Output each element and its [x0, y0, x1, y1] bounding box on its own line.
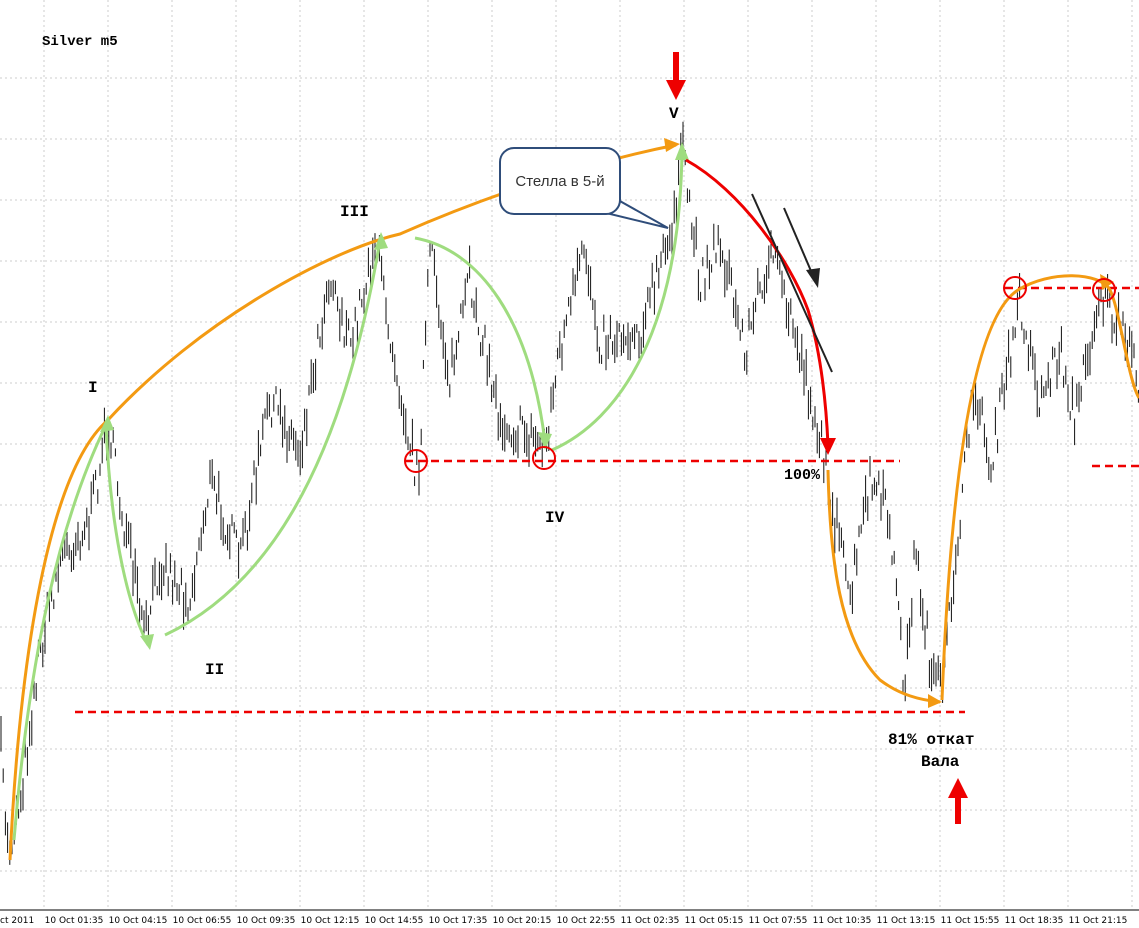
circles: [404, 276, 1116, 473]
x-tick-label: 11 Oct 15:55: [941, 916, 1000, 926]
circle: [404, 449, 428, 473]
arrowhead: [675, 142, 689, 160]
green-heads: [100, 142, 689, 650]
retrace-label: 81% откат: [888, 731, 974, 749]
x-tick-label: 10 Oct 01:35: [45, 916, 104, 926]
title: Silver m5: [42, 34, 118, 50]
callout-text: Стелла в 5-й: [515, 173, 604, 190]
x-tick-label: 11 Oct 05:15: [685, 916, 744, 926]
x-tick-label: 10 Oct 14:55: [365, 916, 424, 926]
green-arrows: [12, 149, 684, 841]
circle: [1003, 276, 1027, 300]
x-tick-label: 10 Oct 22:55: [557, 916, 616, 926]
arrowhead: [928, 694, 942, 708]
x-tick-label: 10 Oct 12:15: [301, 916, 360, 926]
arrowhead: [1100, 274, 1114, 290]
price-bars: [0, 121, 1139, 865]
red-arrows: [666, 52, 968, 824]
x-tick-label: 11 Oct 07:55: [749, 916, 808, 926]
wave-label: II: [205, 661, 224, 679]
wave-label: IV: [545, 509, 565, 527]
arrowhead: [806, 268, 820, 288]
arrow: [12, 424, 108, 841]
x-tick-label: 10 Oct 09:35: [237, 916, 296, 926]
arrow: [104, 424, 150, 646]
arrowhead: [820, 438, 836, 455]
x-tick-label: 11 Oct 02:35: [621, 916, 680, 926]
arrowhead: [374, 232, 388, 250]
callout-box: [499, 147, 621, 215]
decline-curve: [685, 158, 830, 446]
arrowhead: [948, 778, 968, 798]
wave-label: III: [340, 203, 369, 221]
curve: [826, 469, 941, 704]
level-label: 100%: [784, 467, 821, 484]
x-tick-label: 11 Oct 10:35: [813, 916, 872, 926]
arrowhead: [664, 138, 680, 152]
arrow-shaft: [955, 796, 961, 824]
arrow-shaft: [673, 52, 679, 82]
x-tick-label: 10 Oct 20:15: [493, 916, 552, 926]
x-tick-label: 10 Oct 06:55: [173, 916, 232, 926]
arrowheads: [664, 138, 1114, 708]
arrowhead: [666, 80, 686, 100]
orange-curves: [8, 143, 1139, 861]
x-axis-labels: ct 2011 10 Oct 01:35 10 Oct 04:15 10 Oct 06…: [0, 916, 1128, 926]
levels: [75, 286, 1139, 714]
retrace-label: Вала: [921, 753, 960, 771]
circle: [1092, 278, 1116, 302]
wave-label: I: [88, 379, 98, 397]
trend-line: [751, 193, 833, 373]
arrow: [414, 236, 547, 443]
arrow: [551, 149, 684, 452]
arrowhead: [538, 432, 552, 450]
x-tick-label: 11 Oct 21:15: [1069, 916, 1128, 926]
trend-arrow: [783, 207, 815, 279]
x-tick-label: 11 Oct 13:15: [877, 916, 936, 926]
circle: [532, 446, 556, 470]
arrowhead: [100, 415, 114, 432]
wave-label: V: [669, 105, 679, 123]
arrowhead: [140, 634, 154, 650]
x-tick-label: 10 Oct 17:35: [429, 916, 488, 926]
x-tick-label: ct 2011: [0, 916, 34, 926]
curve: [940, 274, 1139, 701]
x-tick-label: 10 Oct 04:15: [109, 916, 168, 926]
arrow: [164, 239, 382, 637]
x-tick-label: 11 Oct 18:35: [1005, 916, 1064, 926]
curve: [8, 143, 677, 861]
